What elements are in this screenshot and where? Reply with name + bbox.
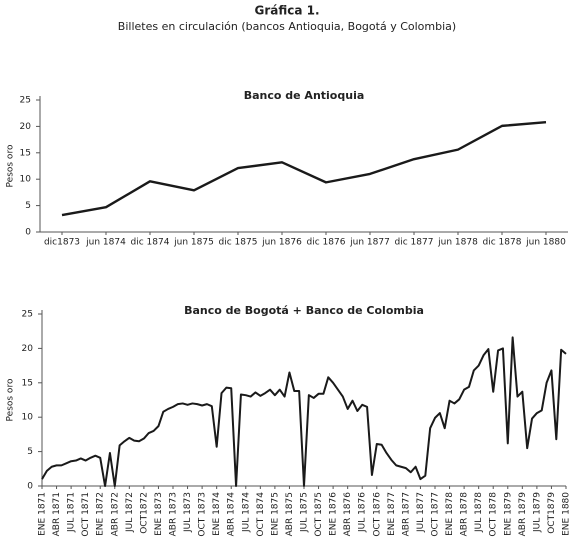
y-axis-label: Pesos oro bbox=[6, 378, 16, 421]
chart-title: Banco de Antioquia bbox=[244, 89, 365, 102]
x-tick-label: OCT 1878 bbox=[489, 492, 499, 537]
chart-title: Banco de Bogotá + Banco de Colombia bbox=[184, 304, 424, 317]
x-tick-label: ABR 1872 bbox=[110, 492, 120, 536]
y-tick-label: 0 bbox=[27, 482, 33, 492]
page-subtitle: Billetes en circulación (bancos Antioqui… bbox=[118, 20, 456, 33]
x-tick-label: ENE 1872 bbox=[96, 492, 106, 536]
page-title: Gráfica 1. bbox=[254, 4, 319, 18]
x-tick-label: ENE 1875 bbox=[270, 492, 280, 536]
x-tick-label: ENE 1876 bbox=[329, 492, 339, 536]
x-tick-label: ABR 1879 bbox=[518, 492, 528, 537]
x-tick-label: OCT 1874 bbox=[256, 492, 266, 537]
x-tick-label: jun 1877 bbox=[349, 238, 390, 248]
x-tick-label: dic 1875 bbox=[219, 238, 258, 248]
x-tick-label: dic 1877 bbox=[395, 238, 434, 248]
x-tick-label: ENE 1878 bbox=[445, 492, 455, 536]
x-tick-label: ENE 1879 bbox=[503, 492, 513, 536]
x-tick-label: jun 1878 bbox=[437, 238, 478, 248]
x-tick-label: OCT 1875 bbox=[314, 492, 324, 537]
y-axis-label: Pesos oro bbox=[6, 144, 16, 187]
x-tick-label: ENE 1871 bbox=[38, 492, 48, 536]
y-tick-label: 15 bbox=[20, 148, 31, 158]
x-tick-label: OCT 1877 bbox=[431, 492, 441, 537]
x-tick-label: ABR 1873 bbox=[169, 492, 179, 536]
x-tick-label: ENE 1877 bbox=[387, 492, 397, 536]
x-tick-label: JUL 1879 bbox=[532, 492, 542, 533]
y-tick-label: 25 bbox=[20, 96, 31, 106]
x-tick-label: OCT 1871 bbox=[81, 492, 91, 537]
y-tick-label: 5 bbox=[27, 447, 33, 457]
y-tick-label: 10 bbox=[20, 175, 32, 185]
x-tick-label: ABR 1871 bbox=[52, 492, 62, 536]
x-tick-label: OCT1872 bbox=[139, 492, 149, 534]
x-tick-label: jun 1874 bbox=[85, 238, 126, 248]
x-tick-label: ENE 1873 bbox=[154, 492, 164, 536]
data-line bbox=[61, 120, 547, 217]
x-tick-label: JUL 1871 bbox=[67, 492, 77, 533]
x-tick-label: ABR 1875 bbox=[285, 492, 295, 536]
x-tick-label: JUL 1877 bbox=[416, 492, 426, 533]
y-tick-label: 0 bbox=[25, 228, 31, 238]
y-tick-label: 15 bbox=[22, 378, 33, 388]
x-tick-label: OCT 1873 bbox=[198, 492, 208, 537]
data-line bbox=[41, 336, 567, 487]
y-tick-label: 10 bbox=[22, 413, 34, 423]
y-tick-label: 5 bbox=[25, 201, 31, 211]
y-tick-label: 20 bbox=[20, 122, 32, 132]
x-tick-label: dic 1876 bbox=[307, 238, 346, 248]
y-tick-label: 20 bbox=[22, 344, 34, 354]
x-tick-label: ABR 1877 bbox=[401, 492, 411, 536]
x-tick-label: dic 1878 bbox=[483, 238, 522, 248]
x-tick-label: JUL 1875 bbox=[300, 492, 310, 533]
x-tick-label: ABR 1874 bbox=[227, 492, 237, 537]
x-tick-label: JUL 1873 bbox=[183, 492, 193, 533]
x-tick-label: ABR 1878 bbox=[460, 492, 470, 537]
x-tick-label: jun 1880 bbox=[525, 238, 566, 248]
x-tick-label: JUL 1876 bbox=[358, 492, 368, 533]
x-tick-label: dic 1874 bbox=[131, 238, 170, 248]
x-tick-label: JUL 1874 bbox=[241, 492, 251, 533]
x-tick-label: ABR 1876 bbox=[343, 492, 353, 537]
x-tick-label: ENE 1880 bbox=[562, 492, 572, 536]
x-tick-label: OCT 1876 bbox=[372, 492, 382, 537]
x-tick-label: dic1873 bbox=[44, 238, 80, 248]
x-tick-label: OCT1879 bbox=[547, 492, 557, 534]
y-tick-label: 25 bbox=[22, 310, 33, 320]
x-tick-label: jun 1876 bbox=[261, 238, 302, 248]
x-tick-label: jun 1875 bbox=[173, 238, 214, 248]
x-tick-label: JUL 1878 bbox=[474, 492, 484, 533]
x-tick-label: JUL 1872 bbox=[125, 492, 135, 533]
x-tick-label: ENE 1874 bbox=[212, 492, 222, 536]
